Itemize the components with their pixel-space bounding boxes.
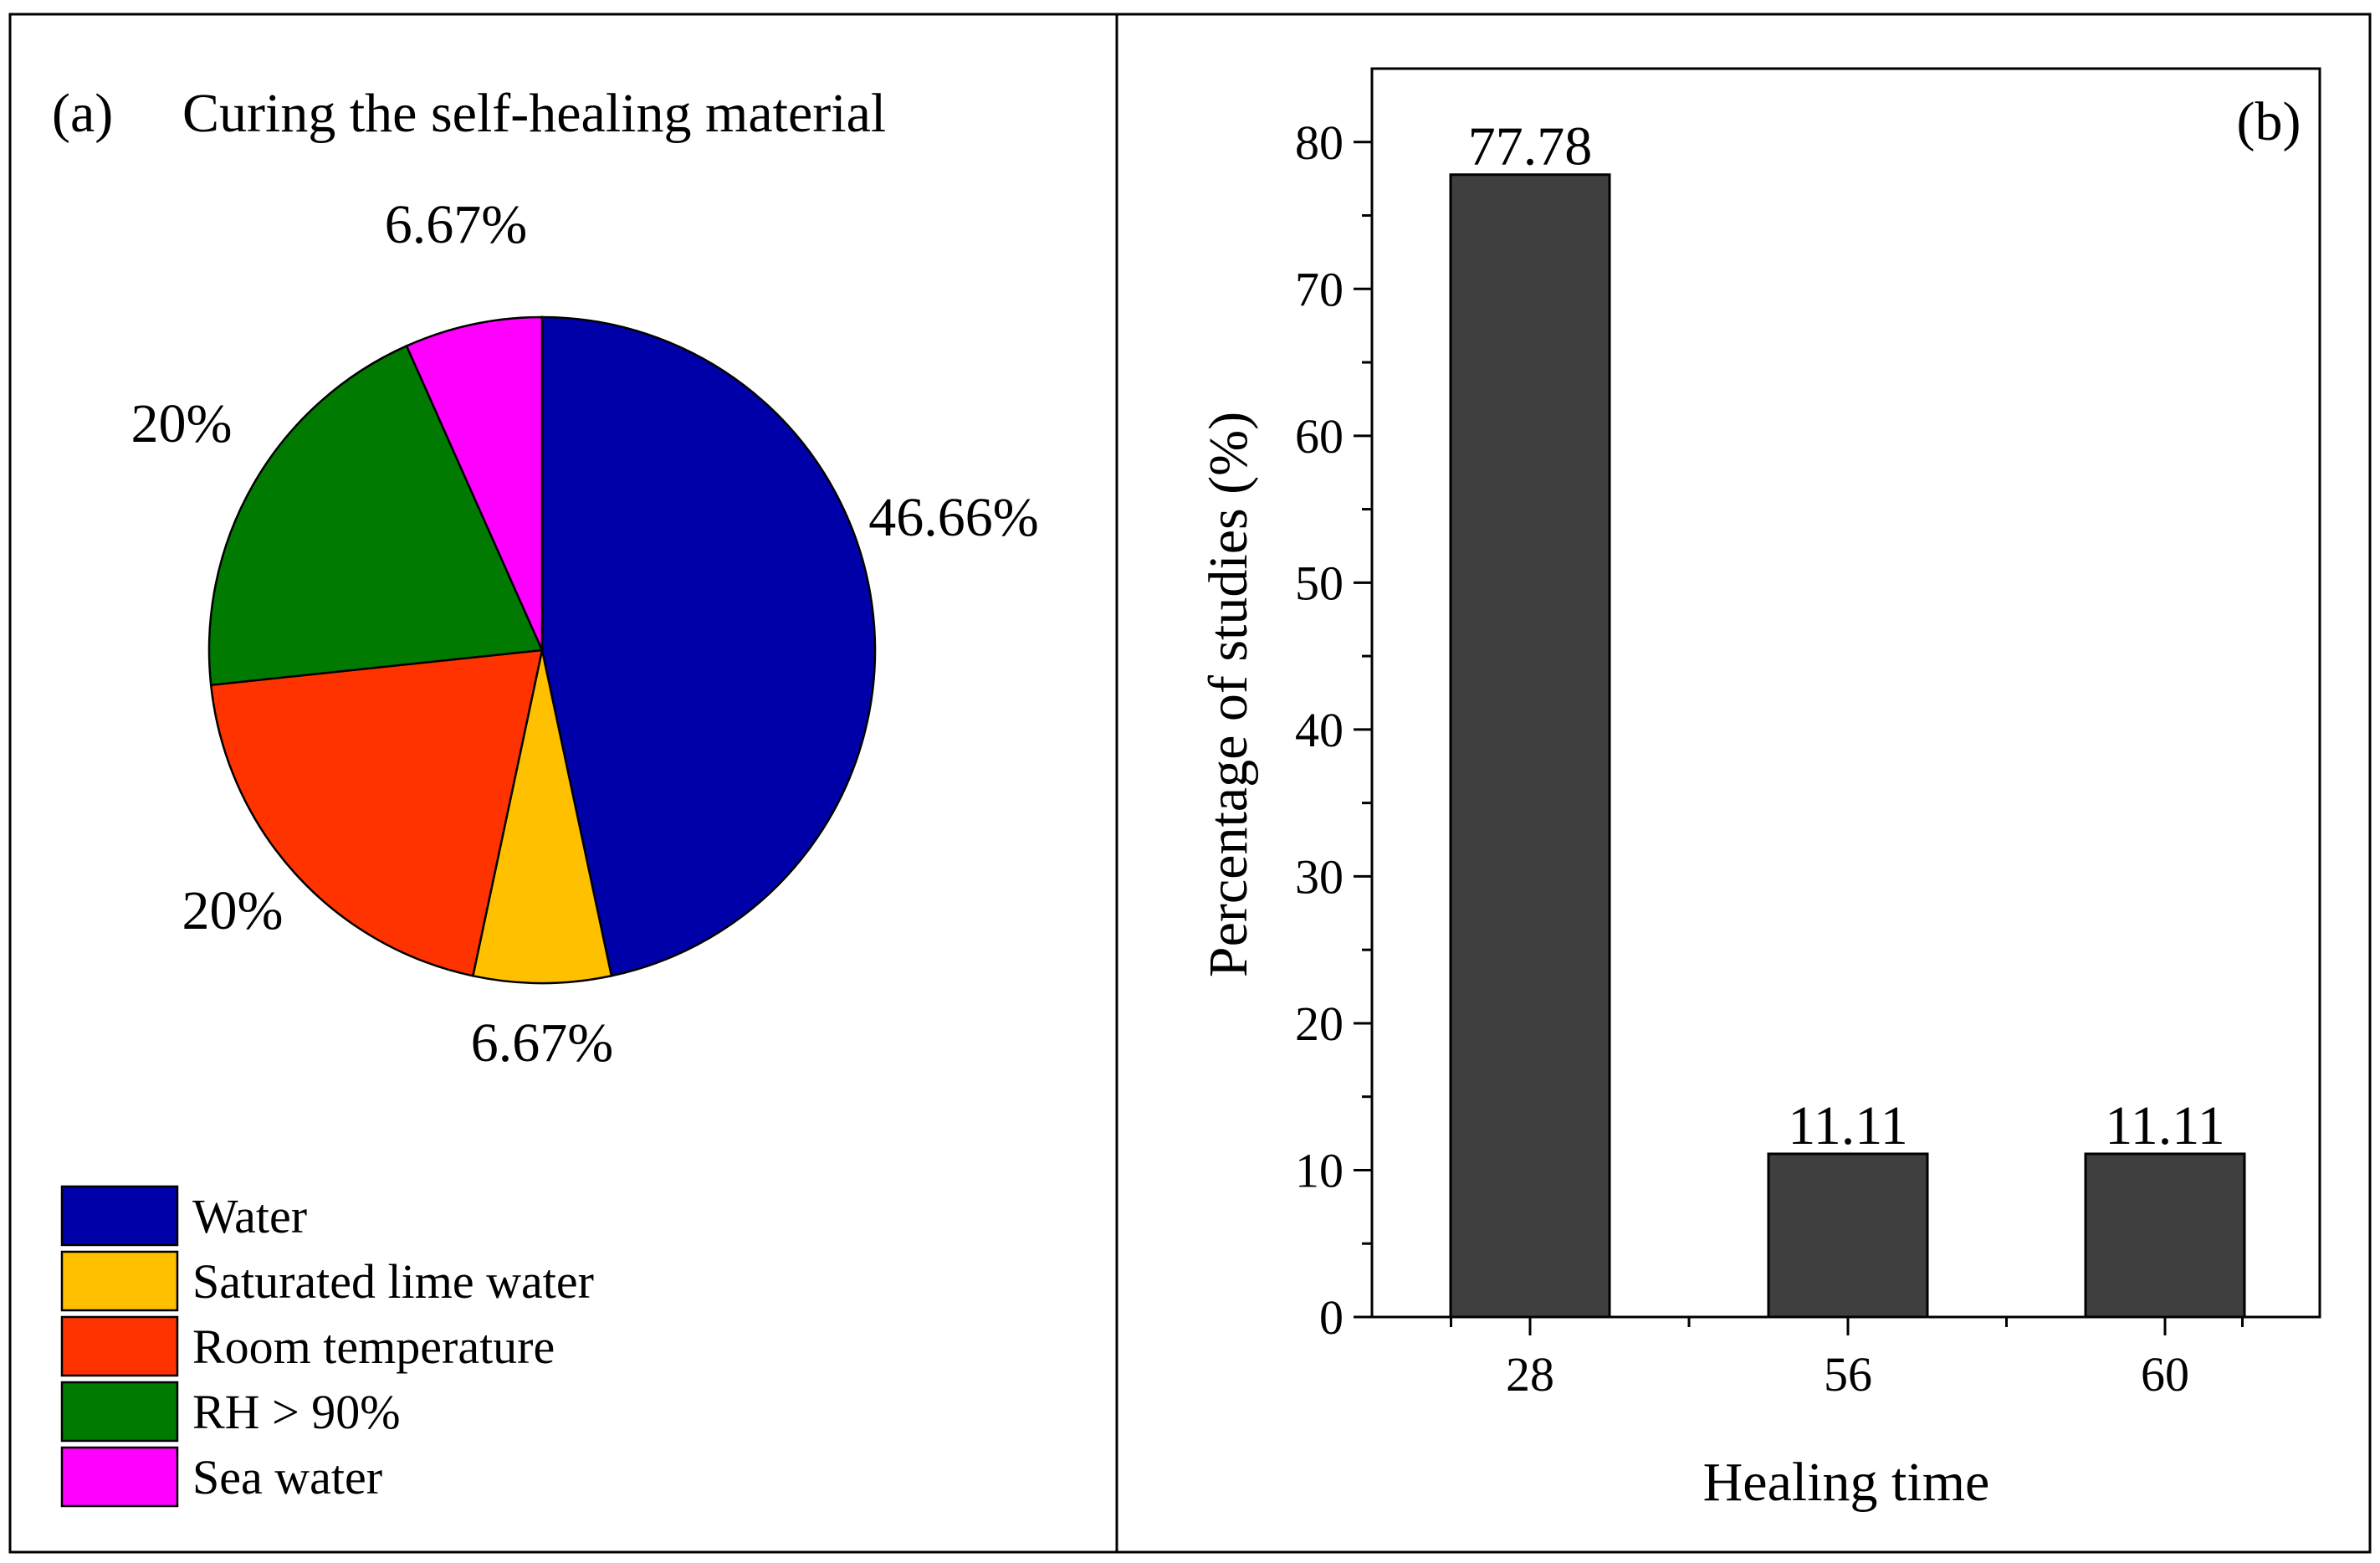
pie-slice-label: 20% xyxy=(182,880,284,941)
panel-a-label: (a) xyxy=(52,83,113,144)
x-tick-label: 56 xyxy=(1824,1347,1872,1402)
bars: 77.78 11.11 11.11 xyxy=(1449,116,2246,1319)
pie-slices xyxy=(207,315,877,985)
y-axis: 0 10 20 30 40 50 60 70 80 xyxy=(1295,115,1372,1345)
legend-swatch-water xyxy=(60,1185,179,1247)
bar-value-label: 11.11 xyxy=(1788,1095,1908,1156)
bar-56 xyxy=(1767,1152,1929,1319)
panel-b-label: (b) xyxy=(2237,91,2301,152)
y-tick-label: 10 xyxy=(1295,1143,1344,1197)
bar-28 xyxy=(1449,173,1611,1319)
panel-b: (b) 0 10 20 30 40 50 60 70 80 28 56 60 77.78 11.11 1… xyxy=(1198,67,2321,1513)
y-tick-label: 80 xyxy=(1295,115,1344,170)
legend-label-saturated-lime-water: Saturated lime water xyxy=(192,1254,594,1309)
x-tick-label: 60 xyxy=(2141,1347,2189,1402)
pie-slice-room-temperature xyxy=(209,648,544,977)
legend-label-sea-water: Sea water xyxy=(192,1450,382,1504)
pie-slice-sea-water xyxy=(405,315,544,651)
x-tick-label: 28 xyxy=(1506,1347,1554,1402)
legend-label-room-temperature: Room temperature xyxy=(192,1320,555,1374)
pie-slice-label: 20% xyxy=(131,393,233,454)
y-axis-title: Percentage of studies (%) xyxy=(1198,412,1259,977)
legend-swatch-saturated-lime-water xyxy=(60,1250,179,1312)
x-axis: 28 56 60 xyxy=(1450,1317,2244,1402)
pie-slice-water xyxy=(540,315,877,977)
legend-label-rh-90: RH > 90% xyxy=(192,1385,401,1439)
y-tick-label: 70 xyxy=(1295,262,1344,316)
y-tick-label: 40 xyxy=(1295,703,1344,757)
pie-legend: Water Saturated lime water Room temperatur… xyxy=(60,1185,594,1508)
pie-slice-label: 6.67% xyxy=(471,1012,613,1074)
legend-swatch-room-temperature xyxy=(60,1315,179,1377)
panel-a: (a) Curing the self-healing material 46.… xyxy=(52,83,1039,1508)
bar-60 xyxy=(2084,1152,2246,1319)
pie-slice-saturated-lime-water xyxy=(471,649,613,985)
y-tick-label: 60 xyxy=(1295,409,1344,464)
legend-swatch-rh-90 xyxy=(60,1381,179,1443)
y-tick-label: 50 xyxy=(1295,556,1344,610)
y-tick-label: 20 xyxy=(1295,997,1344,1051)
pie-slice-label: 6.67% xyxy=(385,194,527,255)
pie-slice-label: 46.66% xyxy=(868,487,1038,548)
bar-value-label: 77.78 xyxy=(1468,116,1593,177)
x-axis-title: Healing time xyxy=(1703,1452,1990,1513)
pie-title: Curing the self-healing material xyxy=(182,83,886,144)
pie-slice-rh-90 xyxy=(207,344,544,687)
y-tick-label: 30 xyxy=(1295,849,1344,904)
legend-swatch-sea-water xyxy=(60,1446,179,1508)
bar-value-label: 11.11 xyxy=(2105,1095,2225,1156)
y-tick-label: 0 xyxy=(1319,1290,1344,1345)
pie-labels: 46.66% 6.67% 20% 20% 6.67% xyxy=(131,194,1039,1074)
legend-label-water: Water xyxy=(192,1189,307,1243)
